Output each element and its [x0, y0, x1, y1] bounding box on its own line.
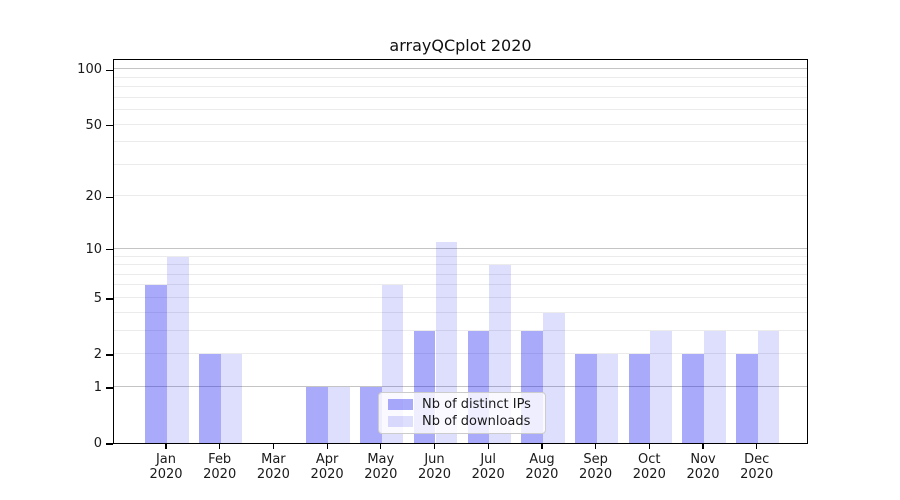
x-tick-label: Jan 2020 — [149, 452, 183, 482]
gridline-minor — [114, 163, 807, 165]
y-tick-mark — [106, 69, 113, 71]
y-tick-mark — [106, 249, 113, 251]
x-tick-mark — [756, 444, 758, 449]
gridline-minor — [114, 255, 807, 257]
gridline-minor — [114, 109, 807, 111]
gridline-major — [114, 385, 807, 387]
bar-distinct-ips — [360, 386, 382, 443]
y-tick-label: 20 — [85, 189, 102, 205]
bar-downloads — [757, 330, 780, 443]
x-tick-label: Jul 2020 — [471, 452, 505, 482]
x-tick-mark — [165, 444, 167, 449]
bar-downloads — [328, 386, 350, 443]
x-tick-label: Mar 2020 — [256, 452, 290, 482]
bar-distinct-ips — [628, 354, 651, 443]
x-tick-label: May 2020 — [364, 452, 398, 482]
legend-label-distinct-ips: Nb of distinct IPs — [422, 397, 531, 413]
y-tick-mark — [106, 124, 113, 127]
bar-downloads — [167, 256, 189, 443]
gridline-minor — [114, 86, 807, 88]
x-tick-mark — [326, 444, 328, 449]
x-tick-mark — [380, 444, 382, 449]
gridline-minor — [114, 141, 807, 143]
x-tick-label: Jun 2020 — [417, 452, 452, 482]
y-tick-mark — [106, 387, 113, 389]
x-tick-mark — [541, 444, 543, 449]
gridline-minor — [114, 284, 807, 286]
x-tick-mark — [595, 444, 597, 449]
legend-entry-distinct-ips: Nb of distinct IPs — [388, 397, 536, 412]
y-tick-label: 100 — [77, 62, 102, 78]
x-tick-label: Sep 2020 — [579, 452, 613, 482]
y-tick-label: 0 — [93, 436, 102, 451]
x-tick-label: Dec 2020 — [740, 452, 774, 482]
x-tick-mark — [487, 444, 489, 449]
gridline-minor — [114, 329, 807, 331]
bar-distinct-ips — [199, 354, 221, 443]
bar-distinct-ips — [682, 354, 704, 443]
y-tick-mark — [106, 443, 113, 445]
gridline-minor — [114, 96, 807, 98]
legend-entry-downloads: Nb of downloads — [388, 414, 536, 429]
y-tick-mark — [106, 298, 113, 300]
x-tick-mark — [272, 444, 275, 449]
y-tick-label: 50 — [85, 117, 102, 133]
x-tick-mark — [219, 444, 221, 449]
bar-distinct-ips — [306, 386, 329, 443]
legend-swatch-downloads — [388, 415, 413, 427]
bar-distinct-ips — [736, 354, 758, 443]
x-tick-label: Aug 2020 — [525, 452, 559, 482]
gridline-minor — [114, 296, 807, 298]
gridline-major — [114, 68, 807, 70]
x-tick-mark — [433, 444, 436, 449]
y-tick-label: 2 — [93, 347, 102, 362]
bar-distinct-ips — [574, 354, 597, 443]
gridline-minor — [114, 353, 807, 355]
x-tick-mark — [702, 444, 704, 449]
bar-downloads — [704, 330, 726, 443]
y-tick-label: 1 — [93, 379, 102, 395]
legend-label-downloads: Nb of downloads — [422, 413, 531, 429]
y-tick-mark — [106, 354, 113, 356]
x-tick-label: Nov 2020 — [686, 452, 720, 482]
chart-title: arrayQCplot 2020 — [389, 36, 532, 55]
bar-downloads — [596, 354, 619, 443]
y-tick-label: 10 — [85, 241, 102, 257]
gridline-major — [114, 247, 807, 249]
x-tick-label: Feb 2020 — [203, 452, 237, 482]
y-tick-label: 5 — [93, 290, 102, 306]
gridline-minor — [114, 195, 807, 197]
bar-downloads — [650, 330, 672, 443]
x-tick-mark — [648, 444, 650, 449]
gridline-minor — [114, 123, 807, 125]
gridline-minor — [114, 264, 807, 266]
gridline-minor — [114, 76, 807, 78]
bar-distinct-ips — [145, 285, 167, 443]
plot-area — [113, 59, 808, 444]
y-tick-mark — [106, 196, 113, 199]
gridline-minor — [114, 311, 807, 313]
gridline-minor — [114, 273, 807, 275]
bar-downloads — [542, 312, 565, 443]
x-tick-label: Oct 2020 — [632, 452, 666, 482]
legend: Nb of distinct IPs Nb of downloads — [378, 392, 546, 434]
bar-downloads — [220, 354, 243, 443]
legend-swatch-distinct-ips — [388, 399, 413, 411]
x-tick-label: Apr 2020 — [310, 452, 344, 482]
